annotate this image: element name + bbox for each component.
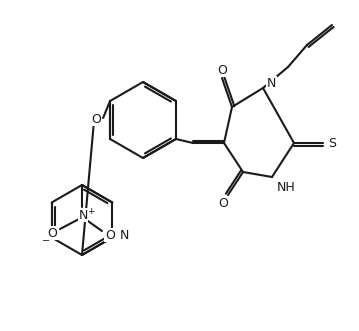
Text: −: − (42, 236, 50, 246)
Text: NH: NH (277, 180, 296, 194)
Text: N: N (267, 76, 276, 89)
Text: S: S (328, 136, 336, 150)
Text: O: O (218, 197, 228, 210)
Text: O: O (47, 226, 57, 240)
Text: O: O (217, 64, 227, 76)
Text: +: + (87, 207, 95, 215)
Text: O: O (91, 113, 101, 125)
Text: N: N (119, 229, 129, 242)
Text: O: O (105, 228, 115, 242)
Text: N: N (78, 209, 88, 221)
